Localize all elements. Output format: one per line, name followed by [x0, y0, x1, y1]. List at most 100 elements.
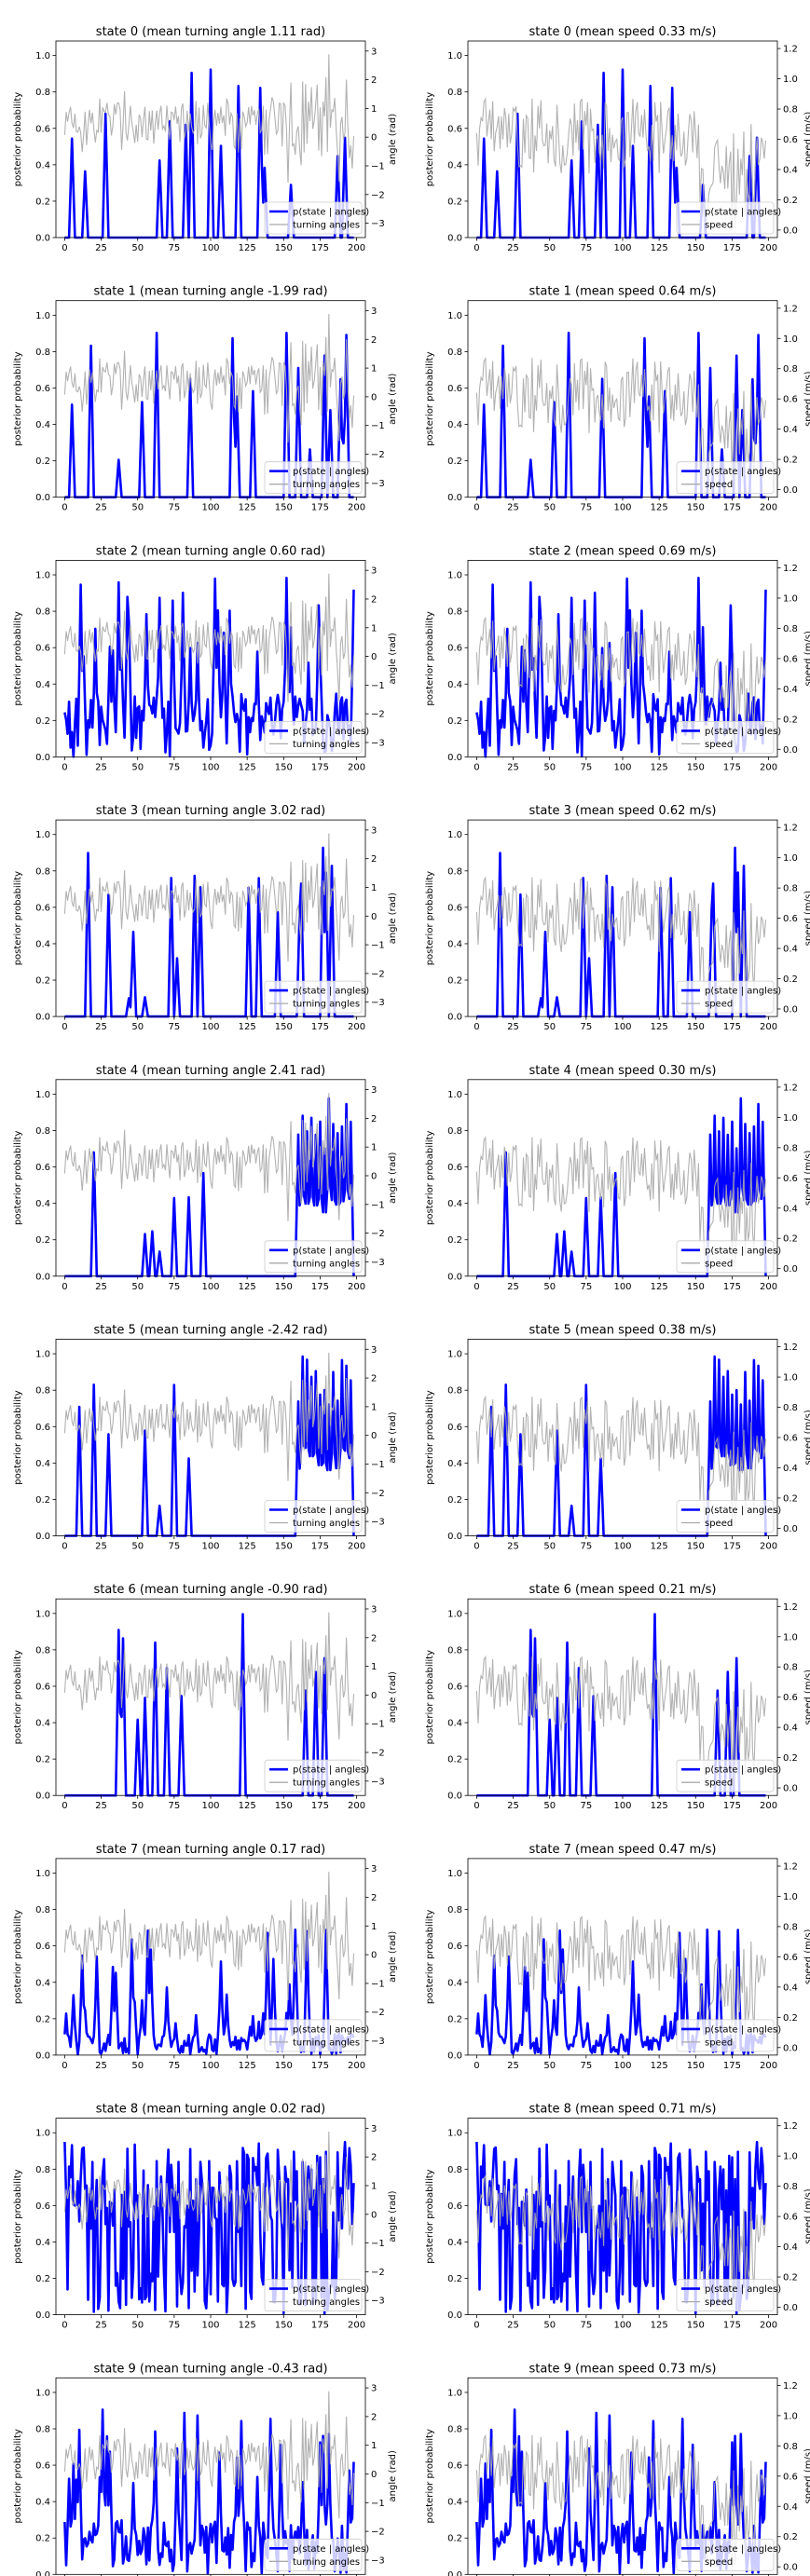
x-tick-label: 125	[239, 1022, 256, 1032]
y2-tick-label: 2	[371, 854, 377, 865]
x-tick-label: 75	[580, 243, 592, 253]
y-tick-label: 0.2	[447, 2014, 462, 2024]
y2-tick-label: 0.6	[783, 2213, 798, 2223]
x-tick-label: 75	[580, 1542, 592, 1552]
y-tick-label: 1.0	[35, 311, 50, 321]
legend-posterior-label: p(state | angles)	[293, 727, 369, 737]
y-tick-label: 1.0	[447, 2388, 462, 2398]
y-axis-label: posterior probability	[425, 611, 435, 705]
observation-line	[475, 876, 767, 1010]
x-tick-label: 50	[543, 2061, 556, 2071]
x-tick-label: 175	[723, 2061, 741, 2071]
x-tick-label: 0	[474, 1542, 479, 1552]
legend-box	[676, 2019, 775, 2052]
observation-line	[63, 1352, 355, 1481]
subplot-title: state 0 (mean turning angle 1.11 rad)	[96, 25, 325, 39]
subplot-state-9-angle: state 9 (mean turning angle -0.43 rad) 0 2…	[13, 2362, 398, 2576]
subplot-state-6-speed: state 6 (mean speed 0.21 m/s) 0 25 50 75 100 1…	[425, 1583, 810, 1811]
x-tick-label: 0	[62, 2321, 67, 2331]
y2-tick-label: 1	[371, 1662, 377, 1672]
y-tick-label: 0.0	[35, 493, 50, 503]
y2-tick-label: 3	[371, 307, 377, 317]
x-tick-label: 50	[131, 243, 144, 253]
x-tick-label: 175	[311, 2061, 329, 2071]
y-tick-label: 0.4	[35, 1978, 50, 1988]
y2-tick-label: 1	[371, 104, 377, 115]
x-tick-label: 150	[687, 1282, 705, 1292]
y-tick-label: 0.2	[35, 1495, 50, 1506]
observation-line	[475, 1395, 767, 1529]
y2-tick-label: 1	[371, 364, 377, 375]
y2-tick-label: 0.4	[783, 1724, 798, 1734]
y2-tick-label: 1.2	[783, 564, 798, 574]
y-tick-label: 0.0	[447, 234, 462, 244]
x-tick-label: 150	[275, 243, 293, 253]
y-tick-label: 0.4	[447, 1978, 462, 1988]
y-tick-label: 0.2	[35, 2534, 50, 2544]
x-tick-label: 100	[613, 1801, 631, 1811]
subplot-state-7-angle: state 7 (mean turning angle 0.17 rad)0 25…	[13, 1843, 398, 2071]
observation-line	[475, 616, 767, 750]
x-tick-label: 175	[723, 1542, 741, 1552]
legend: p(state | angles) turning angles	[264, 980, 369, 1014]
y2-tick-label: 0.0	[783, 2043, 798, 2053]
subplot-state-4-angle: state 4 (mean turning angle 2.41 rad)0 25…	[13, 1064, 398, 1292]
x-tick-label: 125	[651, 2321, 668, 2331]
subplot-title: state 2 (mean speed 0.69 m/s)	[529, 544, 717, 558]
y2-tick-label: −3	[371, 219, 385, 229]
x-tick-label: 25	[507, 2061, 519, 2071]
y-tick-label: 0.2	[447, 457, 462, 467]
y2-axis-label: speed (m/s)	[803, 1150, 810, 1206]
y2-tick-label: 1.0	[783, 2152, 798, 2162]
x-tick-label: 200	[760, 2321, 777, 2331]
legend-box	[676, 1500, 775, 1533]
y-tick-label: 0.8	[447, 1905, 462, 1915]
y-tick-label: 1.0	[447, 1869, 462, 1879]
y2-tick-label: −1	[371, 421, 385, 431]
legend: p(state | angles) turning angles	[264, 2279, 369, 2312]
x-tick-label: 200	[348, 1022, 365, 1032]
x-tick-label: 150	[687, 243, 705, 253]
legend-posterior-label: p(state | angles)	[705, 727, 781, 737]
x-tick-label: 0	[62, 1801, 67, 1811]
y-tick-label: 0.8	[447, 1645, 462, 1656]
y2-tick-label: 0.0	[783, 1264, 798, 1274]
y2-tick-label: 0.6	[783, 1693, 798, 1703]
x-tick-label: 0	[474, 2321, 479, 2331]
x-tick-label: 200	[348, 1801, 365, 1811]
x-tick-label: 50	[543, 1022, 556, 1032]
y-tick-label: 0.6	[447, 384, 462, 394]
legend: p(state | angles) speed	[676, 2538, 781, 2571]
subplot-state-1-angle: state 1 (mean turning angle -1.99 rad) 0 2…	[13, 285, 398, 513]
x-tick-label: 75	[168, 2321, 180, 2331]
y-tick-label: 0.4	[447, 1199, 462, 1209]
y2-tick-label: −1	[371, 1720, 385, 1730]
y2-tick-label: 1.0	[783, 1892, 798, 1902]
y2-tick-label: 0.4	[783, 2242, 798, 2253]
y-axis-label: posterior probability	[13, 351, 23, 445]
y-tick-label: 0.0	[447, 2051, 462, 2061]
y2-tick-label: 0.4	[783, 685, 798, 695]
y-axis-label: posterior probability	[13, 2169, 23, 2263]
x-tick-label: 0	[62, 1542, 67, 1552]
legend-posterior-label: p(state | angles)	[293, 2284, 369, 2295]
x-tick-label: 50	[131, 2321, 144, 2331]
x-tick-label: 100	[613, 243, 631, 253]
y2-tick-label: 1.2	[783, 304, 798, 314]
x-tick-label: 150	[275, 2321, 293, 2331]
y2-tick-label: 0.0	[783, 745, 798, 756]
legend-box	[264, 2279, 363, 2312]
y2-tick-label: 3	[371, 566, 377, 577]
observation-line	[475, 2174, 767, 2308]
y2-tick-label: 0.0	[783, 225, 798, 236]
y-tick-label: 0.6	[35, 124, 50, 134]
x-tick-label: 25	[507, 1022, 519, 1032]
y2-tick-label: −1	[371, 1979, 385, 1989]
x-tick-label: 0	[62, 2061, 67, 2071]
x-tick-label: 25	[507, 1801, 519, 1811]
y2-tick-label: −3	[371, 1518, 385, 1528]
x-tick-label: 75	[168, 1801, 180, 1811]
x-tick-label: 125	[239, 762, 256, 772]
y-axis-label: posterior probability	[425, 92, 435, 186]
